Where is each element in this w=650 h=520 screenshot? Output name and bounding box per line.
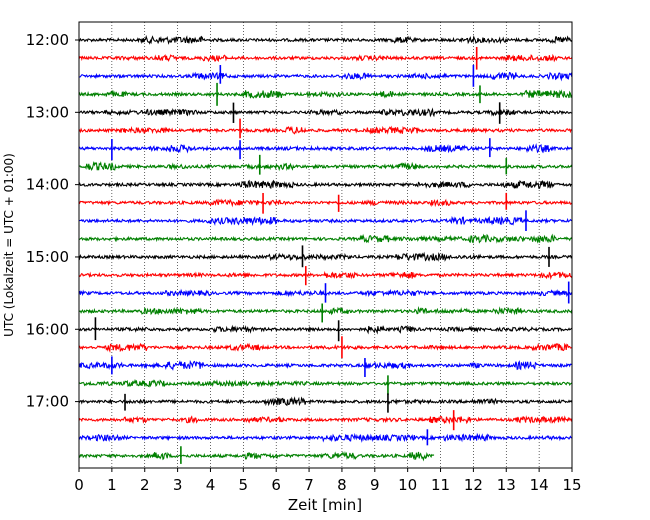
x-tick-label: 11 xyxy=(431,476,450,494)
trace-line xyxy=(78,215,573,227)
trace-line xyxy=(78,89,573,99)
trace-line xyxy=(78,396,573,407)
trace-line xyxy=(78,34,573,45)
trace-row xyxy=(78,233,573,244)
trace-line xyxy=(78,179,572,190)
x-tick-label: 3 xyxy=(173,476,183,494)
trace-line xyxy=(78,342,572,353)
trace-line xyxy=(78,306,573,316)
trace-row xyxy=(78,210,573,232)
x-axis: 0 1 2 3 4 5 6 7 8 9 10 11 12 13 14 15 xyxy=(74,468,582,494)
x-tick-label: 1 xyxy=(107,476,117,494)
plot-frame xyxy=(78,21,573,469)
trace-line xyxy=(78,198,573,208)
trace-row xyxy=(78,336,572,359)
x-tick-label: 6 xyxy=(271,476,281,494)
y-tick-label: 13:00 xyxy=(26,103,69,121)
y-tick-label: 16:00 xyxy=(26,320,69,338)
trace-row xyxy=(78,179,572,190)
trace-row xyxy=(78,138,573,161)
trace-row xyxy=(78,429,573,446)
x-tick-label: 2 xyxy=(140,476,150,494)
trace-row xyxy=(78,446,435,464)
y-tick-label: 14:00 xyxy=(26,176,69,194)
x-tick-label: 15 xyxy=(562,476,581,494)
trace-row xyxy=(78,393,573,413)
x-tick-label: 9 xyxy=(370,476,380,494)
y-axis-label: UTC (Lokalzeit = UTC + 01:00) xyxy=(2,153,16,337)
trace-line xyxy=(78,359,573,371)
x-tick-label: 0 xyxy=(74,476,84,494)
trace-row xyxy=(78,46,573,70)
trace-row xyxy=(78,410,573,431)
trace-line xyxy=(78,415,573,425)
x-axis-label: Zeit [min] xyxy=(288,496,362,514)
trace-row xyxy=(78,303,573,323)
trace-line xyxy=(78,161,573,172)
y-tick-label: 17:00 xyxy=(26,393,69,411)
trace-line xyxy=(78,378,573,388)
trace-row xyxy=(78,281,573,304)
trace-line xyxy=(78,251,573,262)
trace-row xyxy=(78,266,573,286)
trace-group xyxy=(78,34,573,464)
trace-row xyxy=(78,375,573,395)
x-tick-label: 10 xyxy=(398,476,417,494)
x-tick-label: 13 xyxy=(497,476,516,494)
trace-row xyxy=(79,64,573,87)
trace-row xyxy=(78,34,573,45)
x-tick-label: 8 xyxy=(337,476,347,494)
trace-row xyxy=(78,245,573,268)
trace-line xyxy=(78,432,573,443)
trace-row xyxy=(78,102,572,124)
trace-row xyxy=(78,317,573,342)
y-axis: 12:00 13:00 14:00 15:00 16:00 17:00 xyxy=(26,31,79,411)
trace-line xyxy=(78,233,573,244)
trace-row xyxy=(78,82,573,106)
trace-line xyxy=(79,71,573,82)
x-tick-label: 14 xyxy=(530,476,549,494)
trace-line xyxy=(78,450,435,462)
trace-line xyxy=(78,125,572,135)
trace-line xyxy=(78,53,573,63)
grid-lines xyxy=(111,22,540,468)
x-tick-label: 4 xyxy=(206,476,216,494)
trace-line xyxy=(78,324,573,335)
x-tick-label: 5 xyxy=(239,476,249,494)
x-tick-label: 12 xyxy=(464,476,483,494)
trace-row xyxy=(78,154,573,175)
y-tick-label: 15:00 xyxy=(26,248,69,266)
trace-line xyxy=(78,107,572,118)
trace-row xyxy=(78,192,573,214)
x-tick-label: 7 xyxy=(304,476,314,494)
trace-line xyxy=(78,270,573,281)
y-tick-label: 12:00 xyxy=(26,31,69,49)
trace-row xyxy=(78,356,573,378)
trace-row xyxy=(78,118,572,139)
